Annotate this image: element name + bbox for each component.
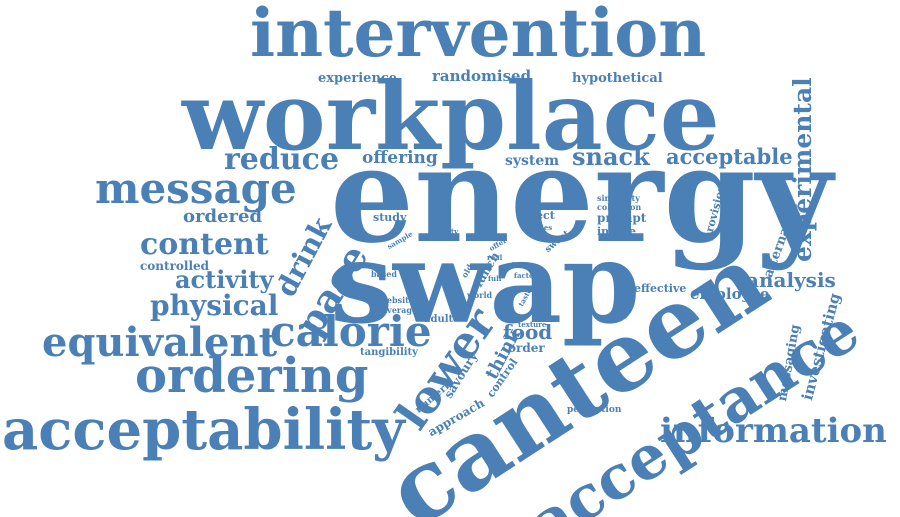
word-intake: intake [597, 225, 637, 238]
word-website: website [380, 295, 414, 305]
word-order: order [508, 341, 545, 355]
word-hypothetical: hypothetical [572, 71, 663, 86]
word-tangibility: tangibility [360, 347, 418, 358]
word-ordering: ordering [135, 348, 369, 404]
word-based: based [371, 269, 397, 279]
word-content: content [140, 227, 269, 262]
word-similarity: similarity [597, 193, 640, 203]
word-acceptability: acceptability [2, 397, 405, 463]
word-full: full [488, 274, 502, 283]
word-snack: snack [572, 142, 650, 171]
word-calorie: calorie [270, 307, 432, 356]
word-world: world [467, 290, 493, 300]
word-physical: physical [150, 289, 279, 322]
word-experience: experience [318, 71, 398, 86]
word-texture: texture [518, 320, 547, 329]
word-equivalent: equivalent [42, 319, 278, 366]
word-swap: swap [330, 218, 641, 349]
word-factor: factor [514, 271, 538, 280]
word-real: real [487, 253, 503, 262]
word-acceptable: acceptable [666, 144, 793, 169]
word-effective: effective [634, 282, 687, 295]
word-experimental: experimental [788, 77, 817, 262]
word-average: average [382, 305, 418, 315]
word-analysis: analysis [746, 268, 836, 292]
word-ordered: ordered [183, 206, 263, 227]
word-system: system [505, 153, 560, 169]
word-offering: offering [362, 148, 438, 168]
word-randomised: randomised [432, 67, 532, 85]
word-less: less [512, 262, 525, 269]
word-satiety: satiety [432, 227, 459, 236]
word-intervention: intervention [250, 0, 707, 72]
word-activity: activity [175, 265, 274, 294]
word-message: message [95, 164, 297, 213]
word-controlled: controlled [140, 259, 210, 273]
word-prompt: prompt [597, 211, 647, 225]
word-studies: studies [524, 223, 553, 232]
word-study: study [373, 211, 407, 224]
word-reduce: reduce [224, 142, 340, 177]
word-effect: effect [520, 209, 555, 222]
word-workplace: workplace [182, 62, 720, 172]
word-adult: adult [424, 314, 454, 325]
word-information: information [660, 411, 887, 451]
word-collection: collection [597, 202, 642, 212]
word-perception: perception [567, 405, 622, 415]
word-food: food [503, 320, 553, 344]
word-employee: employee [690, 285, 770, 303]
word-energy: energy [330, 118, 833, 273]
